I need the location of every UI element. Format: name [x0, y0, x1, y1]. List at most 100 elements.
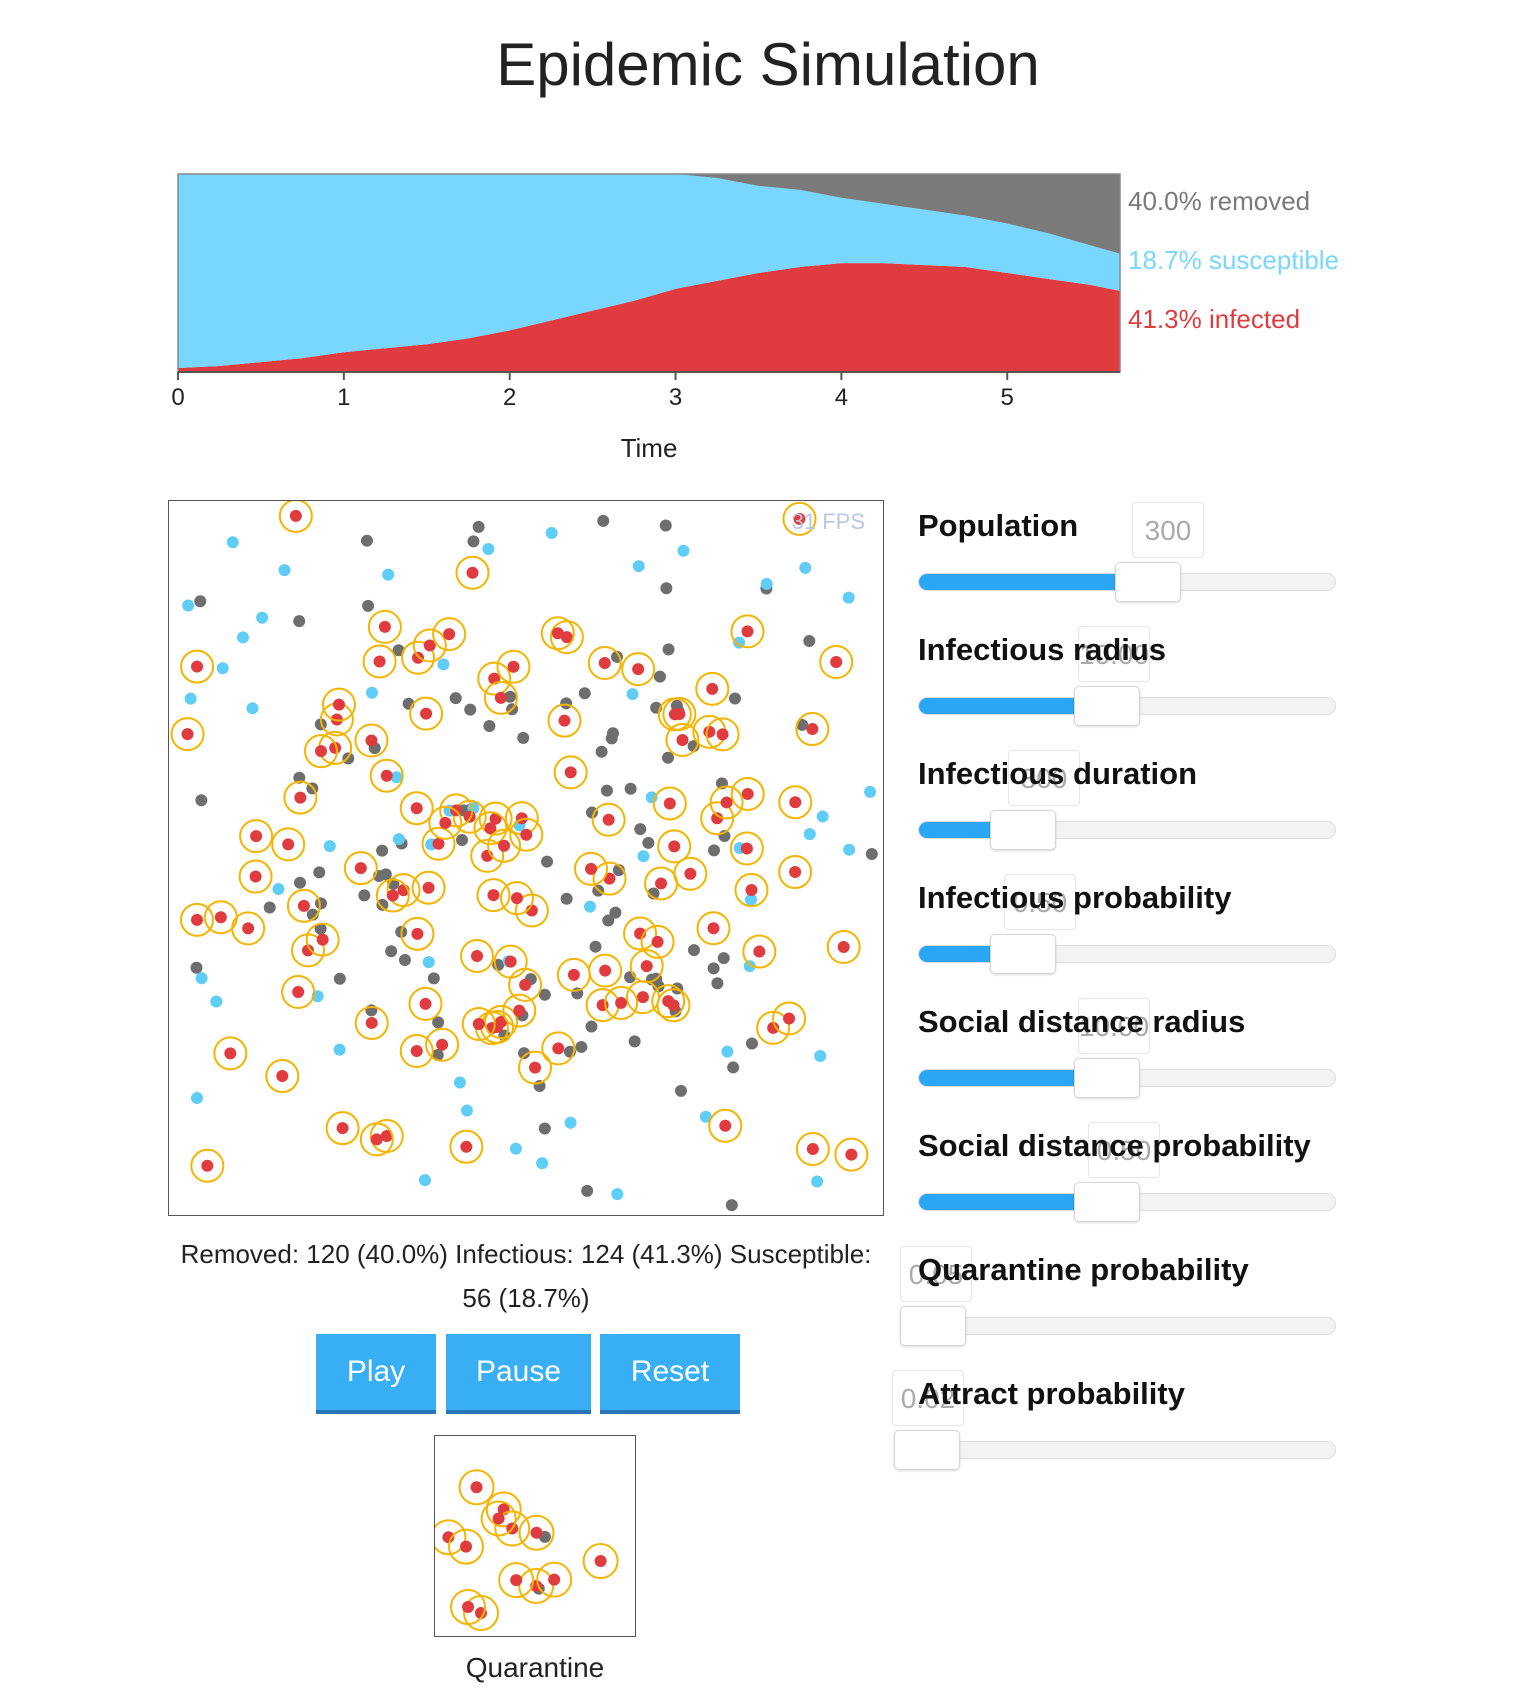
removed-particle	[595, 745, 608, 758]
slider-handle-infectious-probability[interactable]	[989, 934, 1056, 974]
susceptible-particle	[392, 833, 405, 846]
infection-radius-ring	[623, 916, 658, 951]
pause-button[interactable]: Pause	[446, 1334, 591, 1414]
infected-area	[178, 263, 1120, 372]
removed-particle	[589, 940, 602, 953]
slider-handle-infectious-radius[interactable]	[1073, 686, 1140, 726]
legend-susceptible: 18.7% susceptible	[1128, 245, 1339, 276]
infection-radius-ring	[795, 1131, 830, 1166]
slider-handle-attract-probability[interactable]	[894, 1430, 960, 1470]
control-value-infectious-probability[interactable]: 0.50	[1004, 874, 1076, 930]
simulation-canvas[interactable]: 31 FPS	[168, 500, 884, 1216]
infection-radius-ring	[621, 652, 656, 687]
infected-particle	[845, 1148, 858, 1161]
infected-particle	[410, 802, 423, 815]
x-axis-label: Time	[621, 433, 678, 463]
infected-particle	[567, 968, 580, 981]
infected-particle	[336, 1122, 349, 1135]
susceptible-particle	[699, 1110, 712, 1123]
infection-radius-ring	[478, 801, 513, 836]
removed-particle	[642, 836, 655, 849]
susceptible-particle	[236, 631, 249, 644]
population-area-chart: 0 1 2 3 4 5 Time	[171, 173, 1121, 463]
infected-particle	[282, 838, 295, 851]
slider-attract-probability[interactable]	[918, 1441, 1336, 1459]
infected-particle	[329, 741, 342, 754]
slider-handle-quarantine-probability[interactable]	[900, 1306, 966, 1346]
infection-radius-ring	[359, 1122, 394, 1157]
slider-handle-social-distance-probability[interactable]	[1073, 1182, 1140, 1222]
legend-infected-pct: 41.3%	[1128, 304, 1202, 334]
susceptible-particle	[182, 599, 195, 612]
infection-radius-ring	[729, 831, 764, 866]
infection-radius-ring	[271, 827, 306, 862]
removed-particle	[517, 731, 530, 744]
infected-particle	[472, 1017, 485, 1030]
infected-particle	[519, 978, 532, 991]
slider-quarantine-probability[interactable]	[918, 1317, 1336, 1335]
control-value-infectious-radius[interactable]: 10.00	[1078, 626, 1150, 682]
removed-particle	[314, 922, 327, 935]
infected-particle	[806, 723, 819, 736]
susceptible-particle	[743, 960, 756, 973]
infection-radius-ring	[652, 786, 687, 821]
reset-button[interactable]: Reset	[600, 1334, 740, 1414]
x-tick-label: 0	[171, 384, 184, 411]
removed-particle	[687, 944, 700, 957]
removed-area	[178, 174, 1120, 254]
removed-particle	[659, 519, 672, 532]
infection-radius-ring	[362, 644, 397, 679]
x-tick-label: 3	[669, 384, 682, 411]
infected-particle	[706, 682, 719, 695]
removed-particle	[653, 670, 666, 683]
removed-particle	[725, 1199, 738, 1212]
slider-handle-social-distance-radius[interactable]	[1073, 1058, 1140, 1098]
infected-particle	[668, 840, 681, 853]
control-value-attract-probability[interactable]: 0.02	[892, 1370, 964, 1426]
control-value-social-distance-radius[interactable]: 10.00	[1078, 998, 1150, 1054]
infected-particle	[224, 1047, 237, 1060]
infected-particle	[767, 1021, 780, 1034]
legend-removed-pct: 40.0%	[1128, 186, 1202, 216]
control-value-population[interactable]: 300	[1132, 502, 1204, 558]
control-value-social-distance-probability[interactable]: 0.50	[1088, 1122, 1160, 1178]
infected-particle	[494, 691, 507, 704]
play-button[interactable]: Play	[316, 1334, 436, 1414]
infection-radius-ring	[826, 929, 861, 964]
removed-particle	[392, 644, 405, 657]
susceptible-particle	[584, 900, 597, 913]
infected-particle	[276, 1070, 289, 1083]
slider-handle-infectious-duration[interactable]	[989, 810, 1056, 850]
removed-particle	[541, 855, 554, 868]
slider-fill	[919, 822, 1011, 838]
removed-particle	[483, 720, 496, 733]
infection-radius-ring	[782, 501, 817, 536]
infected-particle	[504, 955, 517, 968]
x-tick-label: 2	[503, 384, 516, 411]
infection-radius-ring	[449, 1129, 484, 1164]
susceptible-particle	[216, 662, 229, 675]
infection-radius-ring	[411, 870, 446, 905]
slider-handle-population[interactable]	[1115, 562, 1182, 602]
infected-particle	[741, 787, 754, 800]
infection-radius-ring	[730, 776, 765, 811]
removed-particle	[293, 615, 306, 628]
removed-particle	[581, 1184, 594, 1197]
slider-infectious-probability[interactable]	[918, 945, 1336, 963]
legend-removed: 40.0% removed	[1128, 186, 1310, 217]
control-label-attract-probability: Attract probability	[918, 1376, 1185, 1411]
control-value-quarantine-probability[interactable]: 0.05	[900, 1246, 972, 1302]
infection-radius-ring	[461, 1006, 496, 1041]
infected-particle	[442, 1531, 455, 1544]
infection-radius-ring	[592, 861, 627, 896]
slider-infectious-duration[interactable]	[918, 821, 1336, 839]
susceptible-particle	[226, 536, 239, 549]
slider-fill	[919, 1070, 1094, 1086]
infected-particle	[462, 1600, 475, 1613]
infected-particle	[419, 997, 432, 1010]
infected-particle	[316, 933, 329, 946]
infected-particle	[411, 927, 424, 940]
control-value-infectious-duration[interactable]: 300	[1008, 750, 1080, 806]
infection-radius-ring	[487, 828, 522, 863]
removed-particle	[606, 727, 619, 740]
